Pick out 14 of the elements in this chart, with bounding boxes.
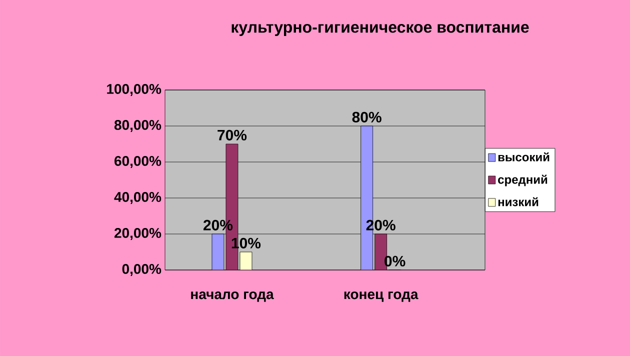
legend-label: низкий: [498, 197, 538, 206]
data-label: 80%: [352, 112, 382, 122]
y-tick-label: 60,00%: [114, 156, 162, 168]
y-tick-label: 100,00%: [107, 84, 162, 96]
y-tick-label: 80,00%: [114, 120, 162, 132]
y-tick-label: 20,00%: [114, 228, 162, 240]
x-tick-label: начало года: [191, 292, 274, 302]
data-label: 70%: [218, 130, 247, 140]
legend-label: высокий: [498, 152, 550, 162]
x-tick-label: конец года: [344, 292, 418, 302]
y-tick-label: 40,00%: [114, 192, 162, 204]
y-tick-label: 0,00%: [122, 264, 162, 276]
legend-label: средний: [498, 174, 548, 186]
chart-title: культурно-гигиеническое воспитание: [232, 24, 529, 36]
